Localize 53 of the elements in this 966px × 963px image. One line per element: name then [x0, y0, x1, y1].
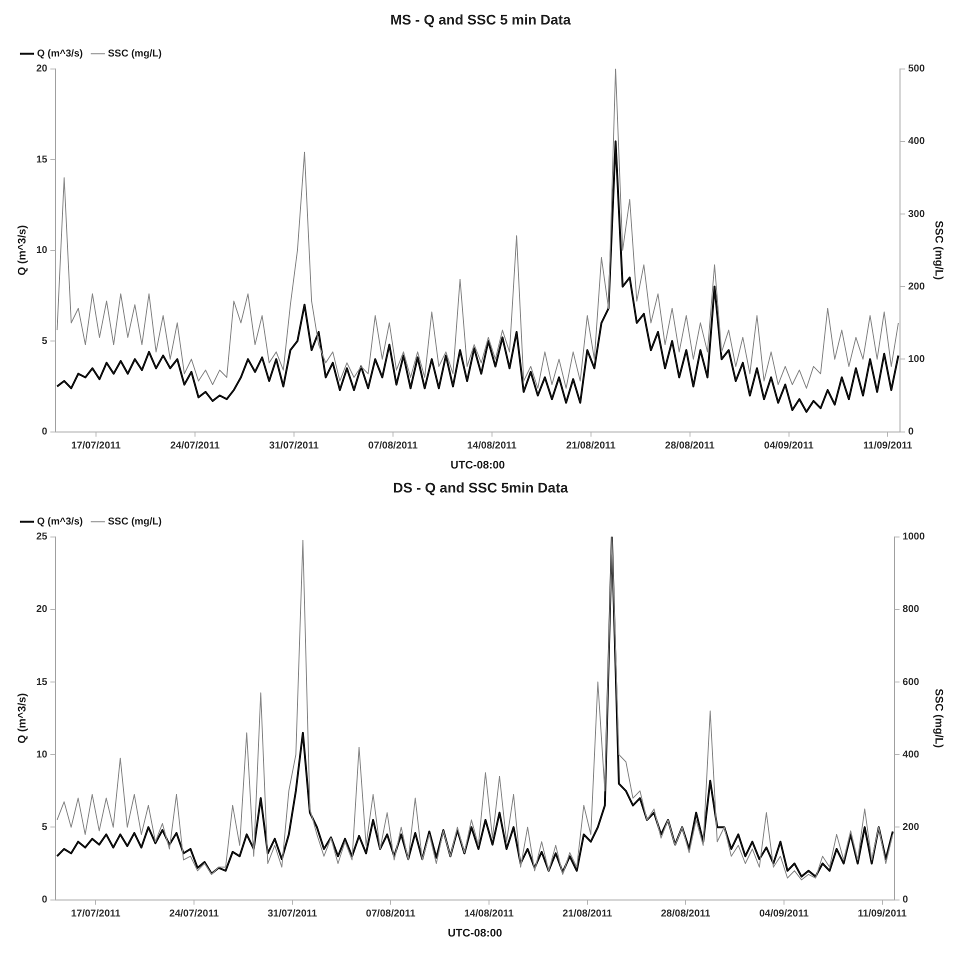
y2-tick-label: 0: [902, 894, 909, 906]
y-tick-label: 10: [36, 749, 48, 760]
x-tick-label: 14/08/2011: [467, 440, 518, 452]
x-tick-label: 24/07/2011: [169, 908, 220, 920]
y-axis-title: Q (m^3/s): [16, 224, 29, 276]
y-tick-label: 10: [36, 245, 48, 256]
legend-label: SSC (mg/L): [108, 516, 162, 528]
y-tick-label: 20: [36, 64, 48, 75]
legend-label: Q (m^3/s): [37, 516, 83, 528]
x-tick-label: 07/08/2011: [366, 908, 416, 920]
legend-label: SSC (mg/L): [108, 48, 162, 60]
y-axis-title: Q (m^3/s): [16, 692, 29, 744]
y-tick-label: 5: [42, 336, 48, 347]
y2-axis-title: SSC (mg/L): [932, 220, 944, 280]
x-tick-label: 21/08/2011: [562, 908, 612, 920]
y2-axis-title: SSC (mg/L): [932, 688, 944, 748]
y-tick-label: 15: [36, 676, 48, 688]
x-tick-label: 24/07/2011: [170, 440, 220, 452]
y2-tick-label: 500: [908, 64, 926, 75]
x-tick-label: 17/07/2011: [71, 440, 122, 452]
y-tick-label: 25: [36, 532, 48, 543]
x-tick-label: 04/09/2011: [764, 440, 814, 452]
y2-tick-label: 200: [902, 822, 920, 833]
x-tick-label: 07/08/2011: [368, 440, 418, 452]
y2-tick-label: 100: [908, 354, 926, 365]
y2-tick-label: 800: [902, 604, 920, 616]
y-tick-label: 0: [42, 426, 48, 438]
chart-title: MS - Q and SSC 5 min Data: [390, 11, 571, 28]
x-tick-label: 28/08/2011: [665, 440, 715, 452]
x-axis-title: UTC-08:00: [450, 459, 505, 472]
y2-tick-label: 1000: [902, 532, 926, 543]
x-tick-label: 31/07/2011: [269, 440, 320, 452]
x-tick-label: 17/07/2011: [70, 908, 121, 920]
x-tick-label: 21/08/2011: [566, 440, 616, 452]
x-axis-title: UTC-08:00: [448, 927, 502, 940]
legend-label: Q (m^3/s): [37, 48, 83, 60]
x-tick-label: 28/08/2011: [660, 908, 711, 920]
y2-tick-label: 0: [908, 426, 914, 438]
y2-tick-label: 600: [902, 676, 920, 688]
x-tick-label: 31/07/2011: [268, 908, 318, 920]
y-tick-label: 5: [42, 822, 48, 833]
x-tick-label: 04/09/2011: [759, 908, 810, 920]
y2-tick-label: 200: [908, 281, 926, 292]
y-tick-label: 20: [36, 604, 48, 616]
y2-tick-label: 300: [908, 208, 926, 220]
y2-tick-label: 400: [908, 136, 926, 148]
y-tick-label: 0: [42, 894, 48, 906]
x-tick-label: 11/09/2011: [863, 440, 913, 452]
y2-tick-label: 400: [902, 749, 920, 760]
x-tick-label: 14/08/2011: [464, 908, 514, 920]
x-tick-label: 11/09/2011: [858, 908, 908, 920]
chart-title: DS - Q and SSC 5min Data: [392, 479, 568, 496]
y-tick-label: 15: [36, 154, 48, 166]
